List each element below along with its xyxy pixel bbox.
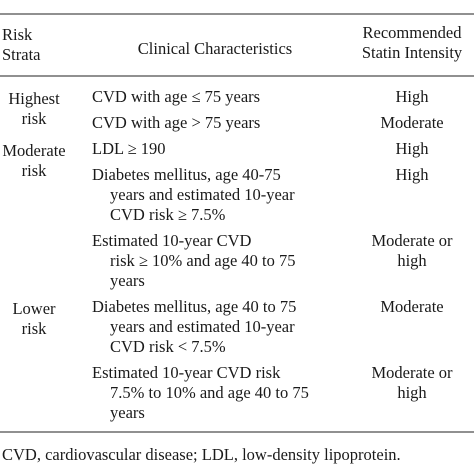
statin-intensity: high bbox=[397, 383, 427, 402]
clinical-characteristic: CVD risk < 7.5% bbox=[110, 337, 226, 356]
clinical-characteristic: LDL ≥ 190 bbox=[92, 139, 166, 158]
header-intensity: Statin Intensity bbox=[362, 43, 463, 62]
risk-strata: risk bbox=[22, 109, 48, 128]
risk-strata: risk bbox=[22, 161, 48, 180]
risk-strata: Lower bbox=[12, 299, 56, 318]
clinical-characteristic: CVD with age ≤ 75 years bbox=[92, 87, 260, 106]
header-strata: Strata bbox=[2, 45, 41, 64]
clinical-characteristic: Diabetes mellitus, age 40-75 bbox=[92, 165, 281, 184]
clinical-characteristic: years and estimated 10-year bbox=[110, 185, 295, 204]
clinical-characteristic: years and estimated 10-year bbox=[110, 317, 295, 336]
statin-intensity: High bbox=[396, 87, 430, 106]
clinical-characteristic: 7.5% to 10% and age 40 to 75 bbox=[110, 383, 309, 402]
statin-intensity: High bbox=[396, 165, 430, 184]
clinical-characteristic: CVD with age > 75 years bbox=[92, 113, 260, 132]
header-strata: Risk bbox=[2, 25, 33, 44]
statin-intensity: Moderate bbox=[380, 113, 443, 132]
clinical-characteristic: years bbox=[110, 271, 145, 290]
statin-intensity: Moderate or bbox=[371, 231, 453, 250]
clinical-characteristic: Estimated 10-year CVD bbox=[92, 231, 252, 250]
risk-strata: risk bbox=[22, 319, 48, 338]
footnote: CVD, cardiovascular disease; LDL, low-de… bbox=[2, 445, 401, 464]
statin-intensity: High bbox=[396, 139, 430, 158]
header-characteristics: Clinical Characteristics bbox=[138, 39, 292, 58]
statin-intensity: Moderate or bbox=[371, 363, 453, 382]
clinical-characteristic: Diabetes mellitus, age 40 to 75 bbox=[92, 297, 296, 316]
risk-strata: Highest bbox=[8, 89, 60, 108]
header-intensity: Recommended bbox=[363, 23, 463, 42]
risk-strata: Moderate bbox=[2, 141, 65, 160]
clinical-characteristic: years bbox=[110, 403, 145, 422]
clinical-characteristic: Estimated 10-year CVD risk bbox=[92, 363, 281, 382]
clinical-characteristic: risk ≥ 10% and age 40 to 75 bbox=[110, 251, 295, 270]
clinical-characteristic: CVD risk ≥ 7.5% bbox=[110, 205, 226, 224]
statin-intensity: high bbox=[397, 251, 427, 270]
statin-intensity: Moderate bbox=[380, 297, 443, 316]
